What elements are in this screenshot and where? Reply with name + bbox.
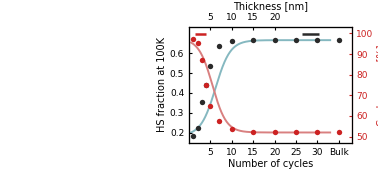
Point (293, 39, 299, 41)
X-axis label: Number of cycles: Number of cycles (228, 159, 313, 169)
Point (216, 120, 222, 122)
Y-axis label: HS fraction at 100K: HS fraction at 100K (157, 38, 167, 132)
Point (190, 134, 196, 137)
Point (203, 84, 209, 86)
Point (229, 40, 235, 42)
Point (271, 131, 277, 134)
Point (293, 131, 299, 134)
Point (208, 65, 214, 67)
Point (336, 131, 342, 134)
Point (314, 131, 320, 134)
X-axis label: Thickness [nm]: Thickness [nm] (233, 1, 308, 11)
Point (195, 41, 201, 44)
Point (203, 84, 209, 86)
Point (336, 39, 342, 41)
Point (271, 39, 277, 41)
Point (199, 101, 205, 103)
Point (314, 39, 320, 41)
Point (229, 128, 235, 131)
Point (199, 59, 205, 62)
Point (250, 131, 256, 134)
Y-axis label: Coalescence [%]: Coalescence [%] (376, 44, 378, 126)
Point (195, 126, 201, 129)
Point (208, 104, 214, 107)
Point (216, 45, 222, 47)
Point (250, 39, 256, 41)
Point (190, 37, 196, 40)
